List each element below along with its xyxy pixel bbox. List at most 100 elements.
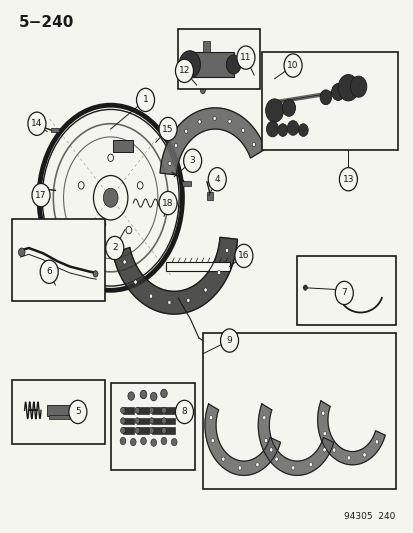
Circle shape [339, 167, 356, 191]
Circle shape [120, 437, 126, 445]
Circle shape [200, 87, 205, 94]
Circle shape [309, 463, 312, 466]
Bar [262, 52, 396, 150]
Text: 16: 16 [237, 252, 249, 261]
Circle shape [149, 427, 154, 434]
Circle shape [262, 416, 265, 420]
Circle shape [264, 439, 267, 443]
Circle shape [161, 437, 166, 445]
Circle shape [265, 99, 283, 122]
Bar [182, 181, 191, 186]
Circle shape [228, 119, 231, 124]
Bar [137, 427, 148, 434]
Bar [137, 407, 148, 414]
Circle shape [322, 432, 325, 435]
Circle shape [226, 55, 240, 74]
Circle shape [159, 191, 177, 215]
Circle shape [197, 120, 201, 124]
Bar [188, 52, 233, 77]
Text: 10: 10 [287, 61, 298, 70]
Circle shape [149, 407, 154, 414]
Circle shape [266, 121, 278, 137]
Text: 15: 15 [162, 125, 173, 133]
Circle shape [120, 407, 125, 414]
Text: 8: 8 [181, 407, 187, 416]
Polygon shape [204, 404, 280, 475]
Circle shape [186, 298, 190, 302]
Bar [202, 41, 210, 52]
Polygon shape [258, 404, 333, 475]
Circle shape [291, 466, 294, 470]
Circle shape [179, 51, 200, 78]
Circle shape [69, 400, 87, 424]
Circle shape [217, 271, 220, 274]
Circle shape [107, 154, 113, 161]
Circle shape [136, 88, 154, 111]
Circle shape [322, 448, 325, 452]
Circle shape [335, 281, 352, 304]
Circle shape [28, 112, 46, 135]
Circle shape [174, 143, 177, 148]
Bar [12, 380, 104, 443]
Text: 12: 12 [178, 66, 190, 75]
Circle shape [19, 248, 25, 256]
Circle shape [135, 407, 140, 414]
Circle shape [149, 294, 152, 298]
Bar [47, 405, 74, 416]
Circle shape [321, 411, 324, 415]
Polygon shape [160, 108, 265, 175]
Bar [123, 427, 134, 434]
Circle shape [211, 439, 214, 443]
Circle shape [283, 54, 301, 77]
Text: 5: 5 [75, 407, 81, 416]
Polygon shape [317, 401, 384, 465]
Bar [123, 418, 134, 424]
Circle shape [269, 448, 272, 452]
Circle shape [184, 129, 188, 133]
Circle shape [32, 183, 50, 207]
Circle shape [103, 188, 118, 207]
Circle shape [160, 389, 167, 398]
Bar [202, 333, 394, 489]
Circle shape [252, 142, 255, 147]
Circle shape [319, 90, 331, 104]
Bar [164, 418, 175, 424]
Circle shape [175, 400, 193, 424]
Circle shape [208, 167, 226, 191]
Circle shape [126, 227, 131, 234]
Circle shape [212, 116, 216, 120]
Circle shape [135, 418, 140, 424]
Circle shape [298, 124, 308, 136]
Circle shape [362, 453, 366, 457]
Circle shape [237, 466, 241, 470]
Circle shape [159, 117, 177, 141]
Circle shape [274, 457, 278, 461]
Circle shape [347, 456, 350, 460]
Bar [137, 418, 148, 424]
Polygon shape [113, 237, 237, 314]
Circle shape [175, 59, 193, 83]
Circle shape [204, 288, 207, 292]
Circle shape [140, 437, 146, 445]
Circle shape [234, 244, 252, 268]
Circle shape [241, 128, 244, 132]
Circle shape [150, 439, 156, 446]
Circle shape [128, 392, 134, 400]
Text: 13: 13 [342, 175, 353, 184]
Bar [151, 427, 163, 434]
Bar [110, 383, 194, 470]
Circle shape [255, 463, 259, 466]
Bar [12, 219, 104, 301]
Bar [164, 407, 175, 414]
Text: 11: 11 [240, 53, 251, 62]
Text: 1: 1 [142, 95, 148, 104]
Circle shape [140, 390, 146, 399]
Bar [178, 29, 260, 90]
Bar [112, 140, 133, 152]
Circle shape [168, 161, 171, 166]
Circle shape [89, 227, 95, 234]
Circle shape [149, 418, 154, 424]
Bar [297, 256, 394, 325]
Circle shape [236, 46, 254, 69]
Text: 6: 6 [46, 267, 52, 276]
